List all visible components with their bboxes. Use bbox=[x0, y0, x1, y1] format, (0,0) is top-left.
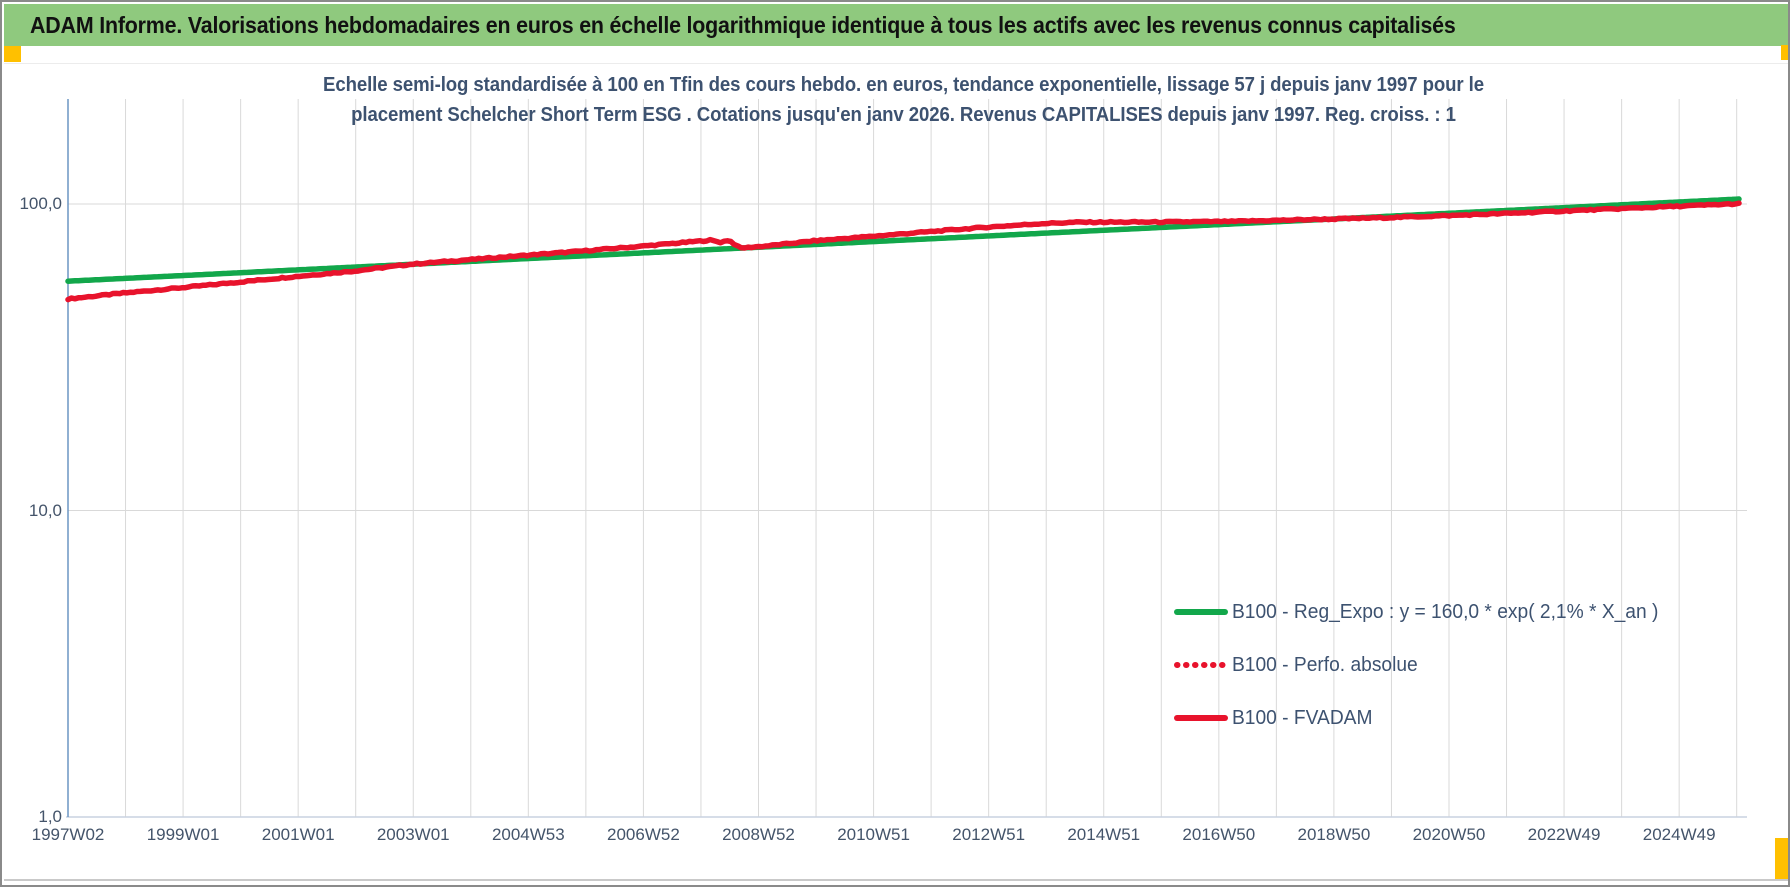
vertical-gridlines bbox=[125, 99, 1738, 817]
legend-item: B100 - FVADAM bbox=[1174, 705, 1676, 731]
bottom-divider bbox=[4, 879, 1788, 881]
accent-marker-top-left bbox=[4, 46, 21, 62]
chart-legend: B100 - Reg_Expo : y = 160,0 * exp( 2,1% … bbox=[1174, 599, 1676, 758]
legend-item-label: B100 - FVADAM bbox=[1232, 706, 1373, 729]
x-tick-label: 1997W02 bbox=[31, 825, 105, 844]
y-tick-label: 10,0 bbox=[28, 500, 62, 520]
y-tick-label: 1,0 bbox=[38, 807, 62, 826]
legend-item-label: B100 - Reg_Expo : y = 160,0 * exp( 2,1% … bbox=[1232, 600, 1659, 623]
x-tick-label: 2001W01 bbox=[261, 825, 335, 844]
accent-marker-top-right bbox=[1781, 45, 1788, 60]
horizontal-gridlines bbox=[68, 203, 1747, 511]
y-tick-label: 100,0 bbox=[19, 194, 62, 213]
legend-line-swatch bbox=[1174, 715, 1228, 721]
legend-item-label: B100 - Perfo. absolue bbox=[1232, 653, 1418, 676]
x-tick-label: 2012W51 bbox=[952, 825, 1026, 844]
series-perfo-absolue-line bbox=[65, 200, 1742, 303]
x-tick-label: 2016W50 bbox=[1182, 825, 1256, 844]
x-tick-label: 2022W49 bbox=[1527, 825, 1601, 844]
legend-dotted-line-swatch bbox=[1174, 662, 1228, 668]
legend-line-swatch bbox=[1174, 609, 1228, 615]
x-tick-label: 1999W01 bbox=[146, 825, 220, 844]
chart-title: Echelle semi-log standardisée à 100 en T… bbox=[68, 70, 1739, 130]
x-tick-label: 2024W49 bbox=[1642, 825, 1716, 844]
x-tick-label: 2008W52 bbox=[722, 825, 795, 844]
chart-title-line2: placement Schelcher Short Term ESG . Cot… bbox=[351, 104, 1456, 126]
x-tick-label: 2003W01 bbox=[376, 825, 450, 844]
x-tick-label: 2010W51 bbox=[837, 825, 910, 844]
series-fvadam-line bbox=[65, 200, 1742, 303]
x-tick-label: 2014W51 bbox=[1067, 825, 1141, 844]
chart-top-divider bbox=[4, 63, 1788, 64]
x-tick-label: 2004W53 bbox=[491, 825, 565, 844]
chart-title-line1: Echelle semi-log standardisée à 100 en T… bbox=[323, 74, 1484, 96]
report-header-title: ADAM Informe. Valorisations hebdomadaire… bbox=[30, 11, 1456, 38]
x-tick-label: 2020W50 bbox=[1412, 825, 1486, 844]
accent-marker-bottom-right bbox=[1775, 838, 1788, 879]
series-reg-expo-line bbox=[65, 196, 1742, 284]
report-header-bar: ADAM Informe. Valorisations hebdomadaire… bbox=[4, 4, 1788, 46]
x-tick-label: 2018W50 bbox=[1297, 825, 1371, 844]
x-tick-label: 2006W52 bbox=[607, 825, 680, 844]
legend-item: B100 - Reg_Expo : y = 160,0 * exp( 2,1% … bbox=[1174, 599, 1676, 625]
legend-item: B100 - Perfo. absolue bbox=[1174, 652, 1676, 678]
